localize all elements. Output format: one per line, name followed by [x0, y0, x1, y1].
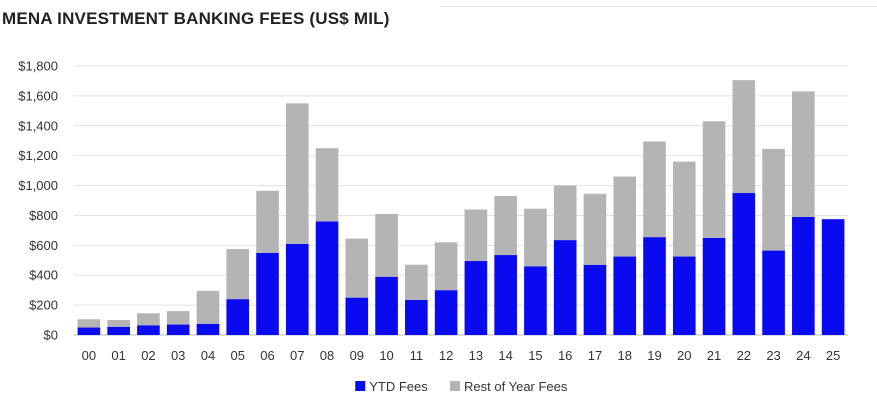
x-tick-label: 19: [647, 348, 661, 363]
bar-ytd-fees: [583, 264, 607, 335]
x-tick-label: 17: [588, 348, 602, 363]
x-tick-label: 24: [796, 348, 810, 363]
bar-rest-of-year-fees: [166, 311, 190, 325]
bar-ytd-fees: [672, 256, 696, 335]
x-tick-label: 05: [230, 348, 244, 363]
bar-ytd-fees: [107, 326, 130, 335]
chart-title: MENA INVESTMENT BANKING FEES (US$ MIL): [2, 9, 390, 28]
x-axis: 00 01 02 03 04 05 06 07 08 09 10 11 12 13 14 15 16 17 18 19…: [82, 348, 841, 363]
legend-label-ytd-fees: YTD Fees: [369, 379, 428, 394]
x-tick-label: 25: [826, 348, 840, 363]
x-tick-label: 08: [320, 348, 334, 363]
y-axis: $0 $200 $400 $600 $800 $1,000 $1,200 $1,400 $1,6…: [18, 59, 58, 343]
bar-ytd-fees: [762, 250, 785, 335]
bar-ytd-fees: [434, 290, 458, 335]
bar-rest-of-year-fees: [196, 290, 220, 324]
y-tick-label: $800: [29, 208, 58, 223]
bar-ytd-fees: [196, 323, 220, 335]
bar-ytd-fees: [821, 219, 845, 335]
bar-ytd-fees: [285, 243, 309, 335]
y-tick-label: $1,800: [18, 59, 58, 74]
bar-rest-of-year-fees: [315, 148, 339, 222]
y-tick-label: $200: [29, 298, 58, 313]
bar-ytd-fees: [702, 237, 726, 335]
x-tick-label: 11: [410, 348, 424, 363]
gridlines: [74, 65, 848, 336]
x-tick-label: 15: [528, 348, 542, 363]
bar-rest-of-year-fees: [434, 242, 458, 291]
x-tick-label: 00: [82, 348, 96, 363]
bar-ytd-fees: [375, 276, 398, 335]
legend-swatch-ytd-fees: [355, 381, 366, 391]
bar-ytd-fees: [732, 193, 756, 335]
y-tick-label: $1,600: [18, 88, 58, 103]
x-tick-label: 18: [617, 348, 631, 363]
x-tick-label: 12: [439, 348, 453, 363]
bar-rest-of-year-fees: [524, 208, 547, 267]
bar-ytd-fees: [77, 327, 101, 335]
bar-ytd-fees: [226, 299, 250, 335]
y-tick-label: $0: [44, 328, 58, 343]
bar-ytd-fees: [553, 240, 577, 335]
bar-rest-of-year-fees: [226, 249, 250, 300]
bar-ytd-fees: [494, 255, 517, 335]
bar-rest-of-year-fees: [494, 196, 517, 256]
x-tick-label: 13: [469, 348, 483, 363]
bars: [77, 80, 845, 335]
bar-ytd-fees: [166, 324, 190, 335]
bar-rest-of-year-fees: [345, 238, 369, 298]
legend-label-rest-of-year-fees: Rest of Year Fees: [464, 379, 568, 394]
title-divider: [440, 6, 877, 7]
bar-ytd-fees: [345, 297, 369, 335]
bar-rest-of-year-fees: [732, 80, 756, 194]
bar-ytd-fees: [137, 325, 160, 335]
x-tick-label: 02: [141, 348, 155, 363]
bar-ytd-fees: [613, 256, 637, 335]
y-tick-label: $1,400: [18, 118, 58, 133]
bar-rest-of-year-fees: [256, 190, 279, 253]
bar-ytd-fees: [464, 261, 488, 335]
x-tick-label: 07: [290, 348, 304, 363]
x-tick-label: 09: [350, 348, 364, 363]
bar-rest-of-year-fees: [107, 320, 130, 327]
x-tick-label: 22: [737, 348, 751, 363]
bar-rest-of-year-fees: [553, 185, 577, 241]
bar-rest-of-year-fees: [405, 264, 428, 300]
x-tick-label: 03: [171, 348, 185, 363]
bar-rest-of-year-fees: [464, 209, 488, 262]
bar-ytd-fees: [405, 299, 428, 335]
bar-ytd-fees: [792, 216, 815, 335]
x-tick-label: 23: [766, 348, 780, 363]
bar-rest-of-year-fees: [613, 176, 637, 257]
bar-ytd-fees: [256, 252, 279, 335]
bar-ytd-fees: [643, 237, 666, 335]
bar-rest-of-year-fees: [762, 148, 785, 251]
bar-ytd-fees: [315, 221, 339, 335]
bar-rest-of-year-fees: [583, 193, 607, 265]
bar-rest-of-year-fees: [137, 313, 160, 326]
legend: YTD Fees Rest of Year Fees: [355, 379, 568, 394]
x-tick-label: 20: [677, 348, 691, 363]
x-tick-label: 10: [379, 348, 393, 363]
y-tick-label: $1,200: [18, 148, 58, 163]
x-tick-label: 06: [260, 348, 274, 363]
bar-rest-of-year-fees: [77, 319, 101, 328]
x-tick-label: 01: [111, 348, 125, 363]
bar-rest-of-year-fees: [285, 103, 309, 244]
bar-rest-of-year-fees: [792, 91, 815, 217]
y-tick-label: $400: [29, 268, 58, 283]
x-tick-label: 21: [707, 348, 721, 363]
bar-ytd-fees: [524, 266, 547, 335]
bar-rest-of-year-fees: [643, 141, 666, 238]
bar-rest-of-year-fees: [375, 213, 398, 277]
bar-rest-of-year-fees: [702, 121, 726, 238]
x-tick-label: 04: [201, 348, 215, 363]
x-tick-label: 14: [498, 348, 512, 363]
legend-swatch-rest-of-year-fees: [450, 381, 461, 391]
y-tick-label: $600: [29, 238, 58, 253]
x-tick-label: 16: [558, 348, 572, 363]
y-tick-label: $1,000: [18, 178, 58, 193]
bar-rest-of-year-fees: [672, 161, 696, 257]
